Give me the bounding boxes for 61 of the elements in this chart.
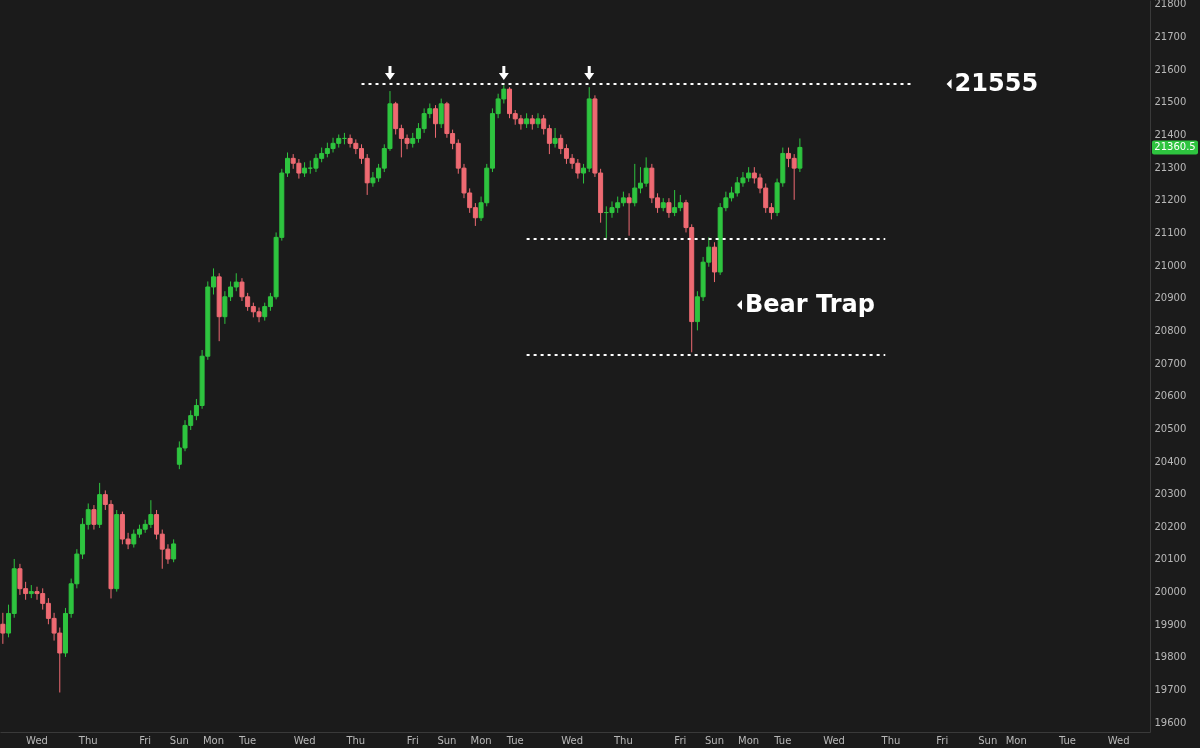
y-tick-label: 20200 bbox=[1154, 520, 1187, 532]
x-tick-label: Wed bbox=[26, 734, 48, 746]
candlestick bbox=[171, 538, 177, 563]
x-tick-label: Wed bbox=[823, 734, 845, 746]
x-tick-label: Tue bbox=[505, 734, 524, 746]
y-tick-label: 21800 bbox=[1154, 0, 1187, 10]
x-tick-label: Sun bbox=[978, 734, 998, 746]
candlestick bbox=[0, 612, 6, 645]
x-tick-label: Thu bbox=[880, 734, 901, 746]
y-tick-label: 20300 bbox=[1154, 488, 1187, 500]
y-tick-label: 20000 bbox=[1154, 586, 1187, 598]
candlestick bbox=[626, 192, 632, 237]
y-tick-label: 21200 bbox=[1154, 194, 1187, 206]
y-tick-label: 21700 bbox=[1154, 31, 1187, 43]
x-tick-label: Sun bbox=[704, 734, 724, 746]
annotation: 21555 bbox=[954, 68, 1039, 97]
y-tick-label: 20900 bbox=[1154, 292, 1187, 304]
x-tick-label: Tue bbox=[773, 734, 792, 746]
y-tick-label: 19900 bbox=[1154, 618, 1187, 630]
y-tick-label: 20400 bbox=[1154, 455, 1187, 467]
text: 21360.5 bbox=[1154, 141, 1196, 153]
candlestick bbox=[433, 104, 439, 139]
x-tick-label: Mon bbox=[202, 734, 225, 746]
y-tick-label: 20500 bbox=[1154, 422, 1187, 434]
x-tick-label: Fri bbox=[406, 734, 419, 746]
x-tick-label: Mon bbox=[470, 734, 492, 746]
y-tick-label: 21100 bbox=[1154, 226, 1187, 238]
candlestick bbox=[666, 197, 672, 219]
y-tick-label: 21000 bbox=[1154, 259, 1187, 271]
x-tick-label: Fri bbox=[936, 734, 949, 746]
x-tick-label: Mon bbox=[738, 734, 760, 746]
candlestick bbox=[535, 112, 541, 129]
x-tick-label: Fri bbox=[139, 734, 152, 746]
y-tick-label: 21600 bbox=[1154, 63, 1187, 75]
y-tick-label: 19600 bbox=[1154, 716, 1187, 728]
candlestick bbox=[91, 504, 97, 531]
y-tick-label: 20100 bbox=[1154, 553, 1187, 565]
x-tick-label: Wed bbox=[561, 734, 584, 746]
x-tick-label: Tue bbox=[1057, 734, 1076, 746]
x-tick-label: Tue bbox=[238, 734, 257, 746]
y-tick-label: 21300 bbox=[1154, 161, 1187, 173]
x-tick-label: Thu bbox=[345, 734, 366, 746]
x-tick-label: Mon bbox=[1005, 734, 1027, 746]
y-tick-label: 20700 bbox=[1154, 357, 1187, 369]
y-tick-label: 21400 bbox=[1154, 129, 1187, 141]
candlestick bbox=[552, 127, 558, 149]
annotation: Bear Trap bbox=[745, 290, 875, 318]
x-tick-label: Wed bbox=[293, 734, 316, 746]
x-tick-label: Wed bbox=[1107, 734, 1130, 746]
y-tick-label: 19700 bbox=[1154, 684, 1187, 696]
candlestick bbox=[797, 137, 803, 173]
y-tick-label: 20800 bbox=[1154, 324, 1187, 336]
y-tick-label: 20600 bbox=[1154, 390, 1187, 402]
x-tick-label: Sun bbox=[169, 734, 189, 746]
x-tick-label: Sun bbox=[437, 734, 457, 746]
x-tick-label: Thu bbox=[612, 734, 633, 746]
x-tick-label: Thu bbox=[77, 734, 98, 746]
candlestick bbox=[438, 98, 444, 129]
x-tick-label: Fri bbox=[674, 734, 687, 746]
y-tick-label: 19800 bbox=[1154, 651, 1187, 663]
y-tick-label: 21500 bbox=[1154, 96, 1187, 108]
